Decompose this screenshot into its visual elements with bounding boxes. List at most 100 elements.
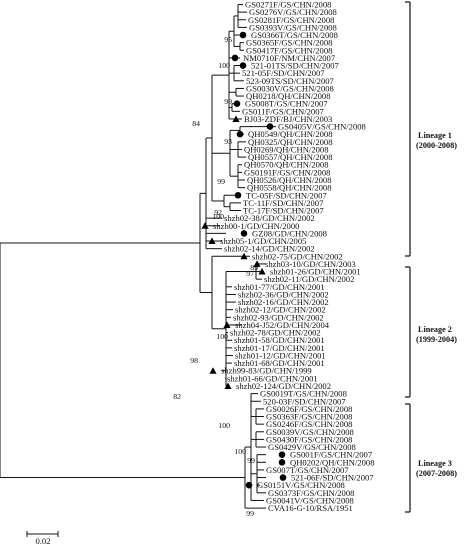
bootstrap-value: 99 — [247, 456, 255, 465]
taxon-label: QH0526/QH/CHN/2008 — [247, 175, 332, 185]
taxon-label: shzh05-1/GD/CHN/2005 — [220, 236, 306, 246]
taxon-label: shzh02-16/GD/CHN/2002 — [238, 297, 329, 307]
filled-triangle-marker — [209, 367, 217, 374]
taxon-label: shzh01-66/GD/CHN/2001 — [227, 373, 318, 383]
lineage-name: Lineage 1 — [418, 131, 452, 140]
taxon-label: TC-17F/SD/CHN/2007 — [243, 206, 324, 216]
taxon-label: NM0710F/NM/CHN/2007 — [243, 53, 336, 63]
taxon-label: shzh01-12/GD/CHN/2001 — [235, 350, 326, 360]
scale-bar-label: 0.02 — [35, 536, 50, 544]
filled-circle-marker — [239, 62, 247, 69]
scale-bar: 0.02 — [26, 531, 59, 544]
taxon-label: GS0151V/GS/CHN/2008 — [257, 480, 345, 490]
bootstrap-value: 99 — [217, 177, 225, 186]
bootstrap-value: 100 — [218, 61, 230, 70]
lineage-name: Lineage 2 — [418, 325, 452, 334]
taxon-label: shzh02-93/GD/CHN/2002 — [233, 312, 324, 322]
taxon-label: 521-06F/SD/CHN/2007 — [291, 473, 374, 483]
taxon-label: GS0429V/GS/CHN/2008 — [268, 442, 356, 452]
bootstrap-value: 100 — [234, 447, 246, 456]
taxon-label: GS0276V/GS/CHN/2008 — [249, 7, 337, 17]
taxon-label: QH0218/QH/CHN/2008 — [246, 91, 331, 101]
bootstrap-value: 99 — [224, 97, 232, 106]
taxon-label: GS0365F/GS/CHN/2008 — [246, 38, 332, 48]
filled-triangle-marker — [258, 268, 266, 275]
taxon-label: 521-05F/SD/CHN/2007 — [242, 68, 325, 78]
taxon-label: shzh02-124/GD/CHN/2002 — [236, 381, 331, 391]
taxon-label: GS0041V/GS/CHN/2008 — [266, 495, 354, 505]
taxon-label: shzh02-14/GD/CHN/2002 — [224, 244, 315, 254]
taxon-label: shzh02-78/GD/CHN/2002 — [230, 328, 321, 338]
lineage-period: (2000-2008) — [416, 141, 457, 150]
taxon-label: 523-09TS/SD/CHN/2007 — [246, 76, 335, 86]
taxon-label: GS0366T/GS/CHN/2008 — [251, 30, 338, 40]
bootstrap-value: 89 — [250, 263, 258, 272]
taxon-label: shzh01-26/GD/CHN/2001 — [270, 267, 361, 277]
taxon-label: GS008T/GS/CHN/2007 — [245, 99, 328, 109]
taxon-label: TC-11F/SD/CHN/2007 — [243, 198, 324, 208]
taxon-label: GS001F/GS/CHN/2007 — [290, 450, 373, 460]
taxon-label: GS0363F/GS/CHN/2008 — [266, 412, 352, 422]
bootstrap-value: 99 — [246, 509, 254, 518]
taxon-label: GS011F/GS/CHN/2007 — [242, 106, 325, 116]
taxon-label: GS0430F/GS/CHN/2008 — [266, 434, 352, 444]
filled-triangle-marker — [208, 237, 216, 245]
taxon-label: shzh02-36/GD/CHN/2002 — [238, 289, 329, 299]
bootstrap-value: 93 — [224, 137, 232, 146]
taxon-label: GS0030V/GS/CHN/2008 — [246, 83, 334, 93]
filled-triangle-marker — [223, 321, 231, 328]
bootstrap-value: 97 — [246, 269, 254, 278]
taxon-label: shzh00-1/GD/CHN/2000 — [213, 221, 299, 231]
taxon-label: shzh02-12/GD/CHN/2002 — [235, 305, 326, 315]
filled-circle-marker — [239, 31, 247, 39]
taxon-label: GS0191F/GS/CHN/2008 — [244, 167, 330, 177]
filled-circle-marker — [266, 123, 274, 130]
taxon-label: CVA16-G-10/RSA/1951 — [268, 503, 353, 513]
filled-circle-marker — [278, 451, 286, 458]
taxon-label: shzh02-11/GD/CHN/2002 — [264, 274, 354, 284]
taxon-label: QH0202/QH/CHN/2008 — [290, 457, 375, 467]
taxon-label: GS0417F/GS/CHN/2008 — [246, 45, 332, 55]
taxon-label: QH0269/QH/CHN/2008 — [244, 144, 329, 154]
taxon-label: GS0281F/GS/CHN/2008 — [248, 15, 334, 25]
lineage-name: Lineage 3 — [418, 459, 452, 468]
taxon-label: GS0373F/GS/CHN/2008 — [268, 488, 354, 498]
bootstrap-value: 100 — [218, 421, 230, 430]
taxon-label: GS0019T/GS/CHN/2008 — [260, 389, 347, 399]
lineage-period: (2007-2008) — [416, 469, 457, 478]
filled-circle-marker — [245, 481, 253, 489]
filled-circle-marker — [278, 459, 286, 466]
taxon-label: GZ08/GD/CHN/2008 — [252, 228, 327, 238]
taxon-label: QH0558/QH/CHN/2008 — [247, 183, 332, 193]
taxon-label: 521-01TS/SD/CHN/2007 — [251, 61, 340, 71]
filled-circle-marker — [240, 230, 248, 237]
taxon-label: shzh01-68/GD/CHN/2001 — [234, 358, 325, 368]
filled-circle-marker — [236, 130, 244, 138]
taxon-label: TC-05F/SD/CHN/2007 — [246, 190, 327, 200]
taxon-label: QH0549/QH/CHN/2008 — [248, 129, 333, 139]
taxon-labels: GS0271F/GS/CHN/2008GS0276V/GS/CHN/2008GS… — [213, 0, 375, 513]
taxon-label: GS0026F/GS/CHN/2008 — [266, 404, 352, 414]
taxon-label: shzh01-77/GD/CHN/2001 — [234, 282, 325, 292]
filled-circle-marker — [234, 191, 242, 199]
bootstrap-value: 92 — [214, 208, 222, 217]
taxon-label: QH0557/QH/CHN/2008 — [248, 152, 333, 162]
filled-triangle-marker — [224, 382, 232, 389]
taxon-label: GS007T/GS/CHN/2007 — [266, 465, 349, 475]
taxon-label: 520-03F/SD/CHN/2007 — [263, 396, 346, 406]
bootstrap-value: 95 — [224, 35, 232, 44]
filled-circle-marker — [233, 100, 241, 107]
taxon-label: shzh02-75/GD/CHN/2002 — [252, 251, 343, 261]
bootstrap-value: 100 — [212, 212, 224, 221]
taxon-label: GS0246F/GS/CHN/2008 — [266, 419, 352, 429]
filled-circle-marker — [231, 54, 239, 62]
taxon-label: GS0393V/GS/CHN/2008 — [249, 22, 337, 32]
taxon-label: GS0039V/GS/CHN/2008 — [266, 427, 354, 437]
taxon-label: shzh01-17/GD/CHN/2001 — [234, 343, 325, 353]
taxon-label: shzh99-83/GD/CHN/1999 — [221, 366, 312, 376]
taxon-label: QH0325/QH/CHN/2008 — [248, 137, 333, 147]
taxon-markers — [201, 31, 287, 489]
